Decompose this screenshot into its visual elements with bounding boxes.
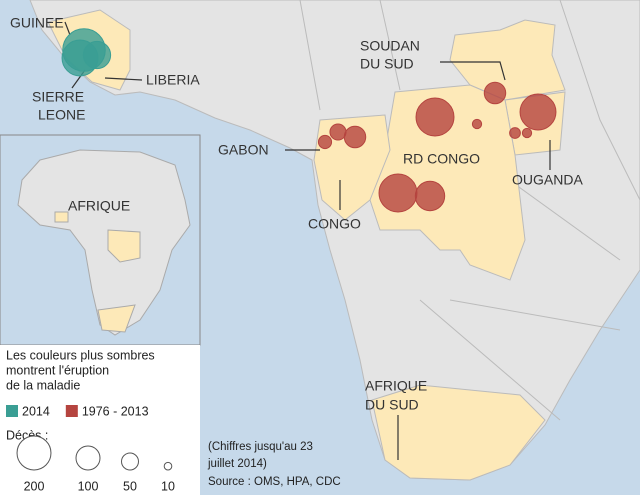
size-legend-circle — [75, 445, 101, 471]
borders — [299, 0, 640, 421]
legend-note: de la maladie — [6, 378, 80, 392]
size-legend-label: 10 — [161, 479, 175, 493]
outbreak-bubble — [483, 81, 507, 105]
map-label: DU SUD — [360, 56, 414, 72]
map-label: GABON — [218, 142, 269, 158]
map-label: OUGANDA — [512, 172, 583, 188]
outbreak-bubble — [343, 125, 367, 149]
gabon-congo — [313, 114, 391, 221]
map-label: LIBERIA — [146, 72, 200, 88]
map-label: GUINEE — [10, 15, 64, 31]
outbreak-bubble — [415, 97, 455, 137]
size-legend-label: 200 — [24, 479, 45, 493]
map-label: CONGO — [308, 216, 361, 232]
size-legend-circle — [163, 461, 173, 471]
outbreak-bubble — [521, 127, 533, 139]
map-label: LEONE — [38, 107, 85, 123]
source-note: (Chiffres jusqu'au 23 — [208, 441, 313, 453]
inset-countries — [54, 211, 141, 333]
legend: Les couleurs plus sombres montrent l'éru… — [0, 345, 200, 495]
dr-congo — [369, 84, 526, 281]
legend-note: Les couleurs plus sombres — [6, 348, 155, 362]
outbreak-bubble — [329, 123, 347, 141]
outbreak-bubble — [378, 173, 418, 213]
source-note: juillet 2014) — [207, 458, 267, 470]
outbreak-bubble — [414, 180, 446, 212]
outbreak-bubble — [509, 127, 521, 139]
outbreak-bubble — [519, 93, 557, 131]
legend-note: montrent l'éruption — [6, 363, 109, 377]
map-label: DU SUD — [365, 397, 419, 413]
south-africa — [371, 384, 546, 481]
map-label: SOUDAN — [360, 38, 420, 54]
outbreak-bubble — [471, 118, 483, 130]
size-legend-circle — [16, 435, 52, 471]
legend-swatch — [65, 405, 78, 417]
legend-swatch — [6, 405, 18, 417]
size-legend-label: 100 — [78, 479, 99, 493]
map-label: RD CONGO — [403, 151, 480, 167]
map-label: AFRIQUE — [365, 378, 427, 394]
map-label: SIERRE — [32, 89, 84, 105]
outbreak-bubble — [317, 134, 333, 150]
size-legend-label: 50 — [123, 479, 137, 493]
south-sudan — [449, 19, 566, 101]
inset: AFRIQUE — [0, 134, 201, 346]
legend-label: 1976 - 2013 — [82, 404, 149, 418]
size-legend-circle — [121, 452, 139, 471]
inset-label: AFRIQUE — [68, 198, 130, 214]
legend-label: 2014 — [22, 404, 50, 418]
outbreak-bubble — [82, 40, 112, 70]
inset-africa — [17, 149, 191, 336]
source-note: Source : OMS, HPA, CDC — [208, 476, 341, 488]
